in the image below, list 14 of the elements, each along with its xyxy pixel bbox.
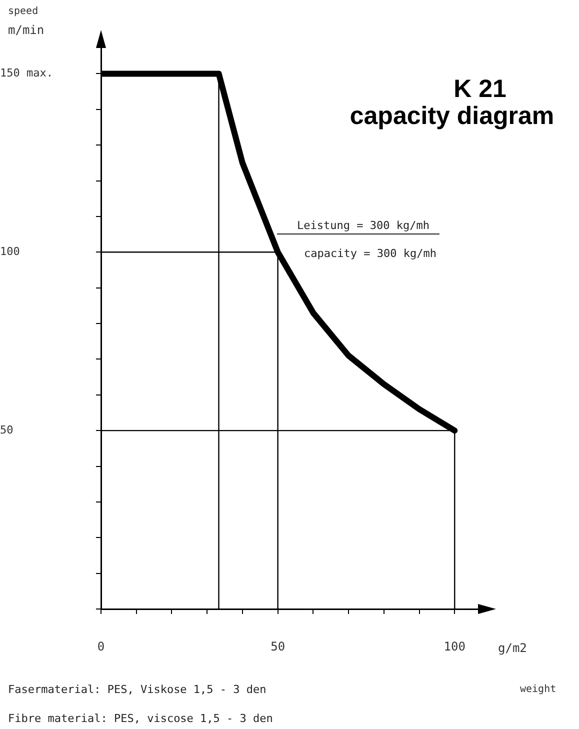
x-tick-label: 50 <box>270 639 286 654</box>
y-axis-title: speed m/min <box>8 6 44 37</box>
x-tick-label: 0 <box>97 639 105 654</box>
annotation: capacity = 300 kg/mh <box>304 247 436 260</box>
text: Fibre material: PES, viscose 1,5 - 3 den <box>8 711 273 727</box>
y-tick-label: 100 <box>0 244 20 258</box>
x-tick-label: 100 <box>444 639 466 654</box>
text: g/m2 weight <box>498 641 556 695</box>
text: K 21 <box>454 75 506 103</box>
y-tick-label: 150 max. <box>0 66 53 80</box>
annotation: Leistung = 300 kg/mh <box>297 219 430 232</box>
y-tick-label: 50 <box>0 423 14 436</box>
text: capacity diagram <box>350 102 554 130</box>
text: Fasermaterial: PES, Viskose 1,5 - 3 den <box>8 682 268 698</box>
